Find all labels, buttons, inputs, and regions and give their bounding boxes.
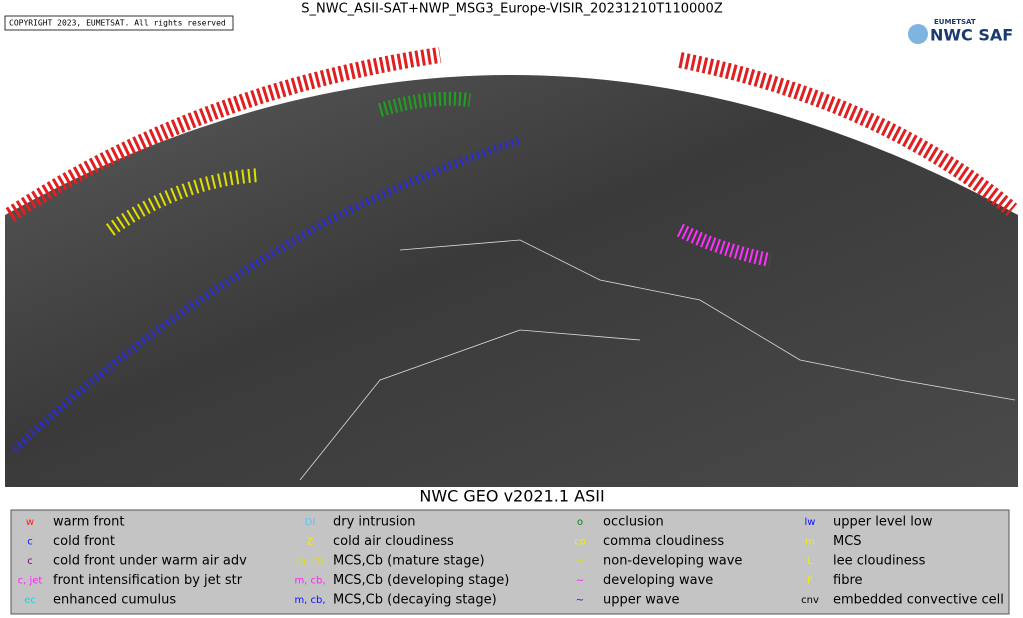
legend-label: occlusion [603,515,664,530]
legend-label: dry intrusion [333,515,416,530]
legend-symbol: o [577,517,583,528]
copyright: COPYRIGHT 2023, EUMETSAT. All rights res… [9,19,226,28]
front-band [678,52,1018,217]
title: S_NWC_ASII-SAT+NWP_MSG3_Europe-VISIR_202… [301,2,723,17]
legend-label: MCS [833,534,862,549]
legend-symbol: m [805,537,815,548]
legend-symbol: F [807,576,813,587]
coastline [299,239,1016,481]
front-band [12,136,522,453]
legend-label: lee cloudiness [833,554,926,569]
legend-symbol: ~ [576,595,584,606]
legend-label: upper level low [833,515,933,530]
cloud-band [105,168,261,236]
legend-symbol: c, jet [18,576,43,587]
satellite-image [5,75,1018,487]
occlusion-band [377,91,471,117]
legend-label: upper wave [603,593,680,608]
legend-label: MCS,Cb (developing stage) [333,573,509,588]
legend-symbol: DI [305,517,316,528]
legend-label: embedded convective cell [833,593,1004,608]
legend-box [10,509,1010,615]
legend-label: enhanced cumulus [53,593,176,608]
legend-label: cold air cloudiness [333,534,454,549]
legend-label: cold front under warm air adv [53,554,247,569]
legend-label: comma cloudiness [603,534,724,549]
legend-symbol: lw [805,517,816,528]
legend-label: cold front [53,534,115,549]
legend-label: warm front [53,515,124,530]
logo-small: EUMETSAT [934,18,976,26]
legend-symbol: ~ [576,576,584,587]
front-band [5,47,442,222]
legend-symbol: m, cb, [294,595,325,606]
legend: w warm front c cold front c cold front under … [18,515,1004,608]
legend-label: MCS,Cb (decaying stage) [333,593,497,608]
logo-icon [908,24,928,44]
logo-big: NWC SAF [930,26,1013,45]
subtitle: NWC GEO v2021.1 ASII [419,487,604,506]
legend-label: MCS,Cb (mature stage) [333,554,485,569]
legend-symbol: Z [307,537,314,548]
legend-label: developing wave [603,573,713,588]
legend-symbol: L [807,556,813,567]
legend-label: front intensification by jet str [53,573,243,588]
legend-symbol: m, cb, [294,576,325,587]
copyright-box [4,15,234,31]
legend-symbol: c [27,537,33,548]
legend-symbol: w [26,517,34,528]
legend-symbol: m, cb [296,556,324,567]
legend-symbol: cnv [801,595,819,606]
legend-label: fibre [833,573,863,588]
legend-symbol: c [27,556,33,567]
legend-label: non-developing wave [603,554,742,569]
legend-symbol: co [574,537,586,548]
legend-symbol: ~ [576,556,584,567]
mcs-band [676,223,772,267]
legend-symbol: ec [24,595,36,606]
